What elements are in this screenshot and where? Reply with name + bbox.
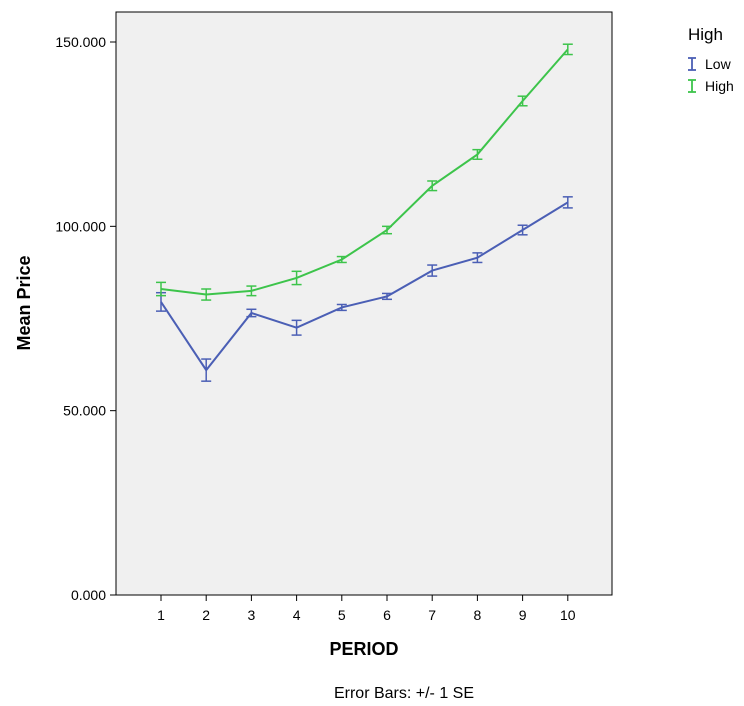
legend-item-low: Low	[688, 56, 732, 72]
error-bars-footnote: Error Bars: +/- 1 SE	[334, 685, 474, 702]
error-bar-high	[517, 95, 528, 107]
x-tick-label: 5	[338, 607, 346, 623]
error-bar-high	[336, 255, 347, 264]
x-tick-label: 10	[560, 607, 576, 623]
legend-item-high: High	[688, 78, 734, 94]
x-axis-title: PERIOD	[329, 639, 398, 659]
error-bar-icon	[688, 57, 696, 71]
x-tick-label: 2	[202, 607, 210, 623]
x-tick-label: 9	[519, 607, 527, 623]
error-bar-low	[291, 319, 302, 336]
error-bar-high	[382, 225, 392, 235]
y-tick-label: 50.000	[63, 403, 106, 419]
legend-title: High	[688, 25, 723, 44]
y-axis-title: Mean Price	[14, 255, 34, 350]
error-bar-high	[156, 281, 166, 297]
error-bar-high	[246, 285, 257, 297]
x-tick-label: 6	[383, 607, 391, 623]
y-tick-label: 0.000	[71, 587, 106, 603]
error-bar-high	[201, 288, 212, 301]
legend-label: Low	[705, 56, 732, 72]
series-line-low	[160, 201, 569, 372]
error-bar-low	[336, 303, 347, 312]
x-tick-label: 8	[474, 607, 482, 623]
y-tick-label: 150.000	[55, 34, 106, 50]
error-bar-high	[472, 148, 483, 160]
error-bar-low	[246, 308, 257, 318]
error-bar-low	[427, 264, 438, 277]
error-bar-low	[382, 292, 392, 301]
x-tick-label: 4	[293, 607, 301, 623]
error-bar-high	[562, 43, 573, 56]
error-bar-high	[291, 270, 302, 286]
error-bar-low	[472, 252, 483, 264]
y-tick-label: 100.000	[55, 218, 106, 234]
x-tick-label: 7	[428, 607, 436, 623]
plot-area	[115, 11, 613, 596]
error-bar-high	[427, 180, 438, 192]
x-tick-label: 1	[157, 607, 165, 623]
error-bar-low	[562, 196, 573, 209]
error-bar-low	[201, 358, 212, 382]
x-tick-label: 3	[248, 607, 256, 623]
legend-label: High	[705, 78, 734, 94]
legend: High Low High	[688, 25, 734, 94]
error-bar-low	[517, 224, 528, 236]
error-bar-icon	[688, 79, 696, 93]
series-line-high	[160, 48, 569, 296]
